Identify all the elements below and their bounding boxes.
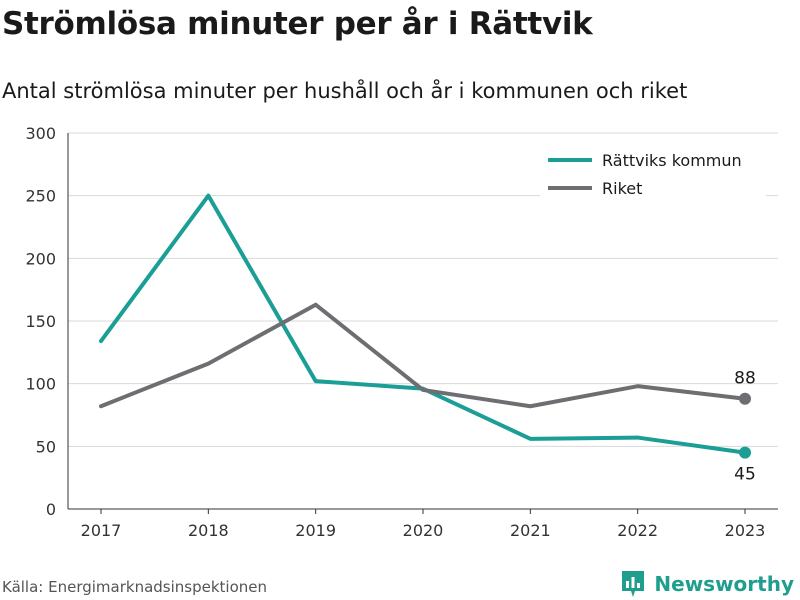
grid-lines bbox=[68, 132, 778, 447]
x-tick-label: 2019 bbox=[295, 521, 336, 540]
x-tick-label: 2023 bbox=[725, 521, 766, 540]
x-tick-label: 2017 bbox=[81, 521, 122, 540]
x-tick-label: 2021 bbox=[510, 521, 551, 540]
x-tick-label: 2020 bbox=[403, 521, 444, 540]
y-tick-label: 0 bbox=[46, 500, 56, 519]
brand-name: Newsworthy bbox=[654, 572, 794, 596]
series-line-0 bbox=[99, 193, 747, 455]
source-note: Källa: Energimarknadsinspektionen bbox=[2, 578, 268, 596]
y-tick-label: 250 bbox=[25, 187, 56, 206]
brand-logo[interactable]: Newsworthy bbox=[620, 569, 794, 599]
y-tick-label: 300 bbox=[25, 124, 56, 143]
data-label-rattvik-2023: 45 bbox=[734, 465, 756, 485]
legend-label-1: Riket bbox=[602, 179, 642, 198]
y-tick-label: 50 bbox=[36, 437, 56, 456]
y-tick-label: 100 bbox=[25, 375, 56, 394]
legend: Rättviks kommun Riket bbox=[540, 144, 766, 200]
y-tick-label: 200 bbox=[25, 249, 56, 268]
x-tick-label: 2018 bbox=[188, 521, 229, 540]
chart-subtitle: Antal strömlösa minuter per hushåll och … bbox=[2, 79, 688, 103]
legend-label-0: Rättviks kommun bbox=[602, 151, 742, 170]
data-label-riket-2023: 88 bbox=[734, 369, 756, 389]
chart-title: Strömlösa minuter per år i Rättvik bbox=[2, 6, 593, 42]
series-line-1 bbox=[99, 302, 747, 409]
series-end-point-0 bbox=[739, 446, 751, 459]
x-tick-label: 2022 bbox=[617, 521, 658, 540]
series-end-point-1 bbox=[739, 392, 751, 405]
legend-box bbox=[540, 144, 766, 200]
y-tick-label: 150 bbox=[25, 312, 56, 331]
series-lines: 45 88 bbox=[99, 193, 756, 485]
newsworthy-logo-icon bbox=[622, 571, 645, 597]
axes: 0 50 100 150 200 250 300 2017 2018 2019 2020 2021 20… bbox=[25, 124, 778, 540]
